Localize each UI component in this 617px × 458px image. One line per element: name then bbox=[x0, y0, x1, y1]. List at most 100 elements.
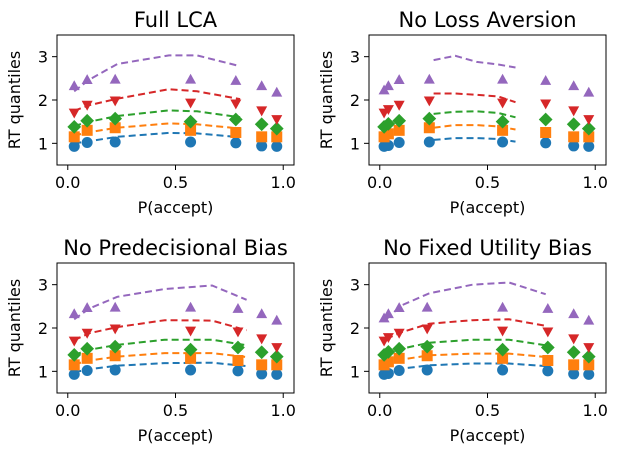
data-point-q3 bbox=[392, 341, 407, 356]
data-point-q4 bbox=[109, 324, 121, 335]
data-point-q5 bbox=[568, 80, 580, 91]
data-point-q5 bbox=[232, 303, 244, 313]
data-point-q1 bbox=[256, 140, 268, 152]
data-point-q1 bbox=[568, 140, 580, 152]
data-point-q2 bbox=[256, 359, 268, 371]
data-point-q2 bbox=[68, 359, 80, 371]
x-tick-label: 1.0 bbox=[271, 173, 296, 192]
x-tick-label: 0.0 bbox=[55, 401, 80, 420]
data-point-q4 bbox=[256, 106, 268, 117]
data-point-q5 bbox=[382, 308, 394, 319]
model-line-q3 bbox=[433, 110, 516, 119]
data-point-q4 bbox=[497, 326, 509, 337]
y-axis-label: RT quantiles bbox=[317, 51, 336, 149]
model-line-q5 bbox=[73, 54, 241, 93]
data-point-q3 bbox=[495, 342, 510, 357]
data-point-q1 bbox=[542, 365, 554, 377]
data-point-q5 bbox=[81, 302, 93, 313]
panel-no-fixed-utility-bias: No Fixed Utility Bias 0.0 0.5 1.0 1 2 3 P(accep… bbox=[317, 236, 608, 445]
data-point-q3 bbox=[495, 114, 510, 129]
model-line-q1 bbox=[74, 131, 241, 145]
model-line-q5 bbox=[385, 281, 547, 321]
data-point-q2 bbox=[271, 359, 283, 371]
data-point-q2 bbox=[583, 359, 595, 371]
data-point-q4 bbox=[230, 99, 242, 110]
data-point-q5 bbox=[421, 301, 433, 312]
data-point-q5 bbox=[271, 314, 283, 325]
data-point-q1 bbox=[421, 364, 433, 376]
data-point-q3 bbox=[67, 347, 82, 362]
data-point-q5 bbox=[583, 314, 595, 325]
y-tick-label: 2 bbox=[38, 319, 48, 338]
data-point-q1 bbox=[393, 364, 405, 376]
data-point-q4 bbox=[185, 326, 197, 337]
data-point-q4 bbox=[68, 108, 80, 119]
data-point-q2 bbox=[230, 127, 242, 138]
data-point-q5 bbox=[393, 74, 405, 85]
y-tick-label: 1 bbox=[38, 134, 48, 153]
data-point-q1 bbox=[583, 368, 595, 380]
data-point-q3 bbox=[566, 345, 581, 360]
data-point-q3 bbox=[420, 339, 435, 354]
data-point-q2 bbox=[382, 356, 394, 368]
data-point-q5 bbox=[185, 73, 197, 84]
data-point-q1 bbox=[540, 137, 552, 149]
data-point-q4 bbox=[583, 115, 595, 125]
y-axis-label: RT quantiles bbox=[5, 51, 24, 149]
data-point-q4 bbox=[542, 327, 554, 338]
data-point-q5 bbox=[423, 73, 435, 84]
data-point-q5 bbox=[393, 302, 405, 313]
data-point-q2 bbox=[393, 124, 405, 136]
data-point-q1 bbox=[497, 136, 509, 148]
data-point-q1 bbox=[185, 136, 197, 148]
data-point-q5 bbox=[109, 301, 121, 312]
data-point-q2 bbox=[540, 127, 552, 138]
data-point-q4 bbox=[382, 333, 394, 344]
data-point-q3 bbox=[581, 121, 596, 136]
data-point-q4 bbox=[382, 105, 394, 116]
data-point-q2 bbox=[497, 352, 509, 364]
data-point-q3 bbox=[254, 117, 269, 132]
model-line-q4 bbox=[385, 318, 546, 340]
data-point-q2 bbox=[185, 124, 197, 136]
x-tick-label: 0.5 bbox=[475, 173, 500, 192]
model-line-q4 bbox=[433, 92, 516, 104]
data-point-q1 bbox=[109, 364, 121, 376]
data-point-q3 bbox=[108, 111, 123, 126]
data-point-q5 bbox=[497, 301, 509, 312]
data-point-q1 bbox=[232, 365, 244, 377]
panel-no-predecisional-bias: No Predecisional Bias 0.0 0.5 1.0 1 2 3 P(accep… bbox=[5, 236, 296, 445]
data-point-q3 bbox=[254, 345, 269, 360]
y-tick-label: 3 bbox=[350, 48, 360, 67]
y-tick-label: 2 bbox=[350, 319, 360, 338]
y-tick-label: 3 bbox=[38, 276, 48, 295]
y-axis-label: RT quantiles bbox=[5, 279, 24, 377]
data-point-q4 bbox=[271, 115, 283, 125]
data-point-q1 bbox=[68, 368, 80, 380]
data-point-q3 bbox=[231, 340, 245, 355]
data-point-q2 bbox=[109, 350, 121, 362]
data-point-q4 bbox=[423, 96, 435, 107]
x-tick-label: 0.5 bbox=[163, 401, 188, 420]
data-point-q5 bbox=[542, 303, 554, 313]
data-point-q2 bbox=[256, 131, 268, 143]
model-line-q4 bbox=[73, 319, 247, 342]
data-point-q2 bbox=[393, 352, 405, 364]
x-axis-label: P(accept) bbox=[138, 426, 214, 445]
data-point-q2 bbox=[68, 131, 80, 143]
data-point-q1 bbox=[109, 136, 121, 148]
model-line-q3 bbox=[385, 338, 546, 355]
data-point-q5 bbox=[81, 74, 93, 85]
data-point-q3 bbox=[228, 112, 243, 127]
data-point-q1 bbox=[497, 364, 509, 376]
data-point-q4 bbox=[568, 106, 580, 117]
data-point-q1 bbox=[393, 136, 405, 148]
data-point-q3 bbox=[67, 119, 82, 134]
data-point-q2 bbox=[568, 359, 580, 371]
panel-no-loss-aversion: No Loss Aversion 0.0 0.5 1.0 1 2 3 P(accept) RT … bbox=[317, 8, 608, 217]
data-point-q1 bbox=[256, 368, 268, 380]
data-point-q2 bbox=[232, 355, 244, 366]
data-point-q5 bbox=[68, 308, 80, 319]
y-tick-label: 1 bbox=[350, 362, 360, 381]
